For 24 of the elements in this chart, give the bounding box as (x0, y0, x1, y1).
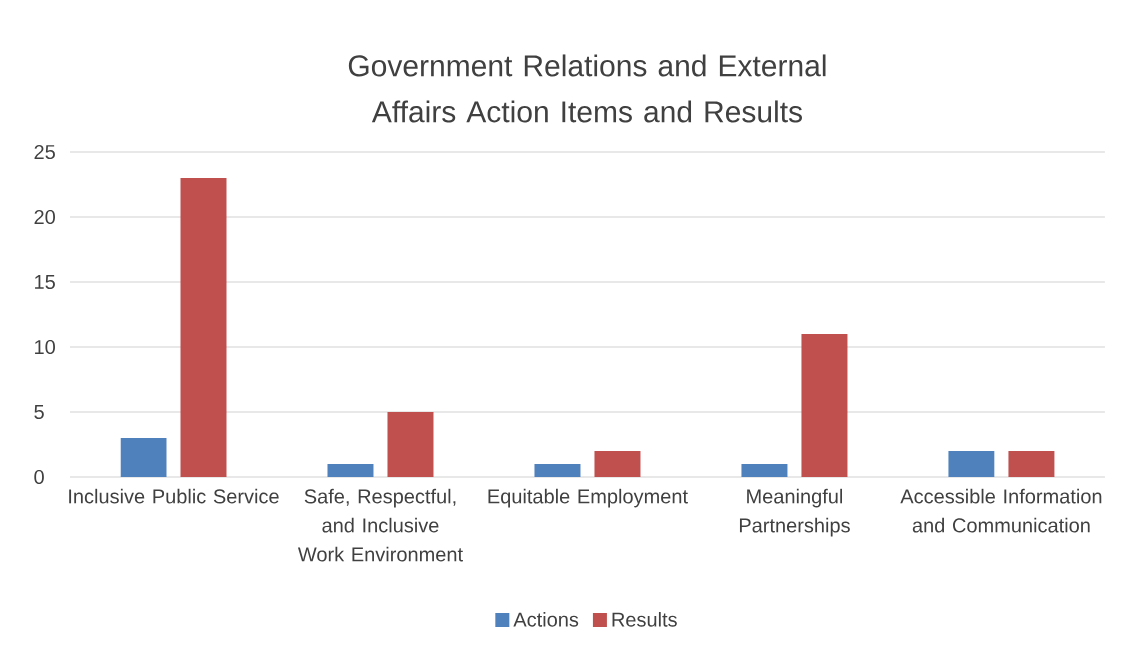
bar (741, 464, 788, 477)
bar (1008, 451, 1055, 477)
y-tick-label: 25 (34, 144, 55, 160)
x-tick-label: Equitable Employment (488, 488, 688, 508)
bar (180, 178, 227, 477)
x-tick-label: Safe, Respectful, and Inclusive Work Environment (297, 488, 463, 562)
bar (594, 451, 641, 477)
y-tick-label: 5 (34, 405, 44, 419)
legend-label: Results (612, 612, 677, 627)
legend-label: Actions (513, 612, 579, 627)
y-tick-label: 15 (35, 275, 55, 289)
bar (534, 464, 581, 477)
chart-title: Government Relations and External Affairs Action Items and Results (348, 54, 826, 123)
bar (801, 334, 848, 477)
x-tick-label: Inclusive Public Service (69, 488, 279, 504)
y-tick-label: 0 (34, 469, 44, 485)
bar (327, 464, 374, 477)
y-tick-label: 20 (34, 209, 55, 225)
y-tick-label: 10 (35, 339, 55, 355)
x-tick-label: Accessible Information and Communication (900, 488, 1102, 533)
bar (948, 451, 995, 477)
bar (387, 412, 434, 477)
bar (120, 438, 167, 477)
x-tick-label: Meaningful Partnerships (739, 488, 850, 537)
